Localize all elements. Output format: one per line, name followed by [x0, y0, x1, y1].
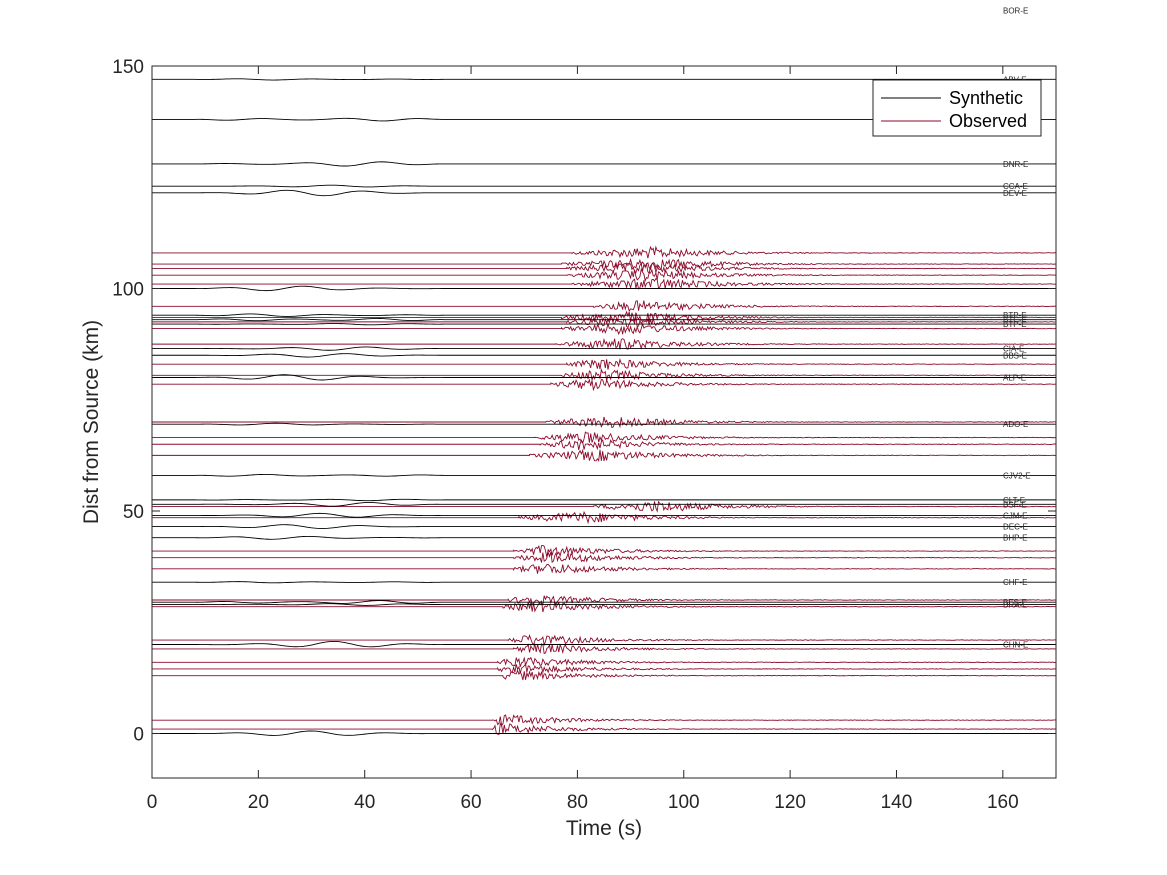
station-label: CJV2-E — [1003, 471, 1031, 480]
x-tick-label: 80 — [567, 792, 588, 813]
observed-trace — [152, 322, 1056, 336]
synthetic-trace — [152, 600, 1056, 604]
synthetic-trace — [152, 535, 1056, 540]
synthetic-trace — [152, 474, 1056, 477]
x-axis: 0 20 40 60 80 100 120 140 160 — [147, 66, 1019, 813]
synthetic-trace — [152, 353, 1056, 358]
observed-trace — [152, 358, 1056, 370]
observed-trace — [152, 669, 1056, 681]
observed-trace — [152, 448, 1056, 462]
x-tick-label: 160 — [987, 792, 1019, 813]
station-label: BTC-E — [1003, 316, 1027, 325]
observed-trace — [152, 563, 1056, 574]
synthetic-trace — [152, 512, 1056, 518]
x-tick-label: 120 — [774, 792, 806, 813]
y-axis-label: Dist from Source (km) — [80, 320, 103, 524]
station-label: BES-E — [1003, 598, 1027, 607]
station-label: BBS-E — [1003, 351, 1027, 360]
synthetic-trace — [152, 498, 1056, 502]
y-tick-label: 100 — [112, 280, 144, 301]
synthetic-trace — [152, 730, 1056, 736]
x-tick-label: 0 — [147, 792, 158, 813]
synthetic-trace — [152, 374, 1056, 381]
y-tick-label: 150 — [112, 57, 144, 78]
axes-box — [151, 65, 1057, 779]
legend[interactable]: Synthetic Observed — [872, 79, 1042, 137]
synthetic-trace — [152, 603, 1056, 606]
observed-trace — [152, 378, 1056, 392]
observed-trace — [152, 316, 1056, 329]
observed-trace — [152, 431, 1056, 444]
x-axis-label: Time (s) — [566, 817, 642, 840]
synthetic-trace — [152, 581, 1056, 584]
station-label: ADO-E — [1003, 420, 1028, 429]
observed-trace — [152, 300, 1056, 313]
observed-trace — [152, 267, 1056, 283]
synthetic-trace — [152, 285, 1056, 292]
station-label: CHN-E — [1003, 641, 1028, 650]
synthetic-trace — [152, 189, 1056, 197]
station-label: BSF-E — [1003, 500, 1027, 509]
station-label: BTP-E — [1003, 320, 1027, 329]
station-label: BTP-E — [1003, 311, 1027, 320]
legend-observed-label: Observed — [949, 111, 1027, 131]
legend-box — [872, 79, 1042, 137]
x-tick-label: 20 — [248, 792, 269, 813]
synthetic-trace — [152, 502, 1056, 507]
station-label: BHP-E — [1003, 534, 1027, 543]
observed-trace — [152, 595, 1056, 606]
observed-trace — [152, 550, 1056, 563]
observed-trace — [152, 416, 1056, 429]
station-label: CHF-E — [1003, 578, 1027, 587]
observed-trace — [152, 663, 1056, 674]
synthetic-trace — [152, 161, 1056, 167]
station-label: CJM-E — [1003, 511, 1027, 520]
station-label: CIA-E — [1003, 345, 1024, 354]
observed-trace — [152, 310, 1056, 323]
synthetic-trace — [152, 422, 1056, 426]
synthetic-trace — [152, 313, 1056, 317]
station-label: BOR-E — [1003, 6, 1028, 15]
x-tick-label: 140 — [881, 792, 913, 813]
observed-trace — [152, 245, 1056, 259]
station-label: ALP-E — [1003, 374, 1026, 383]
observed-trace — [152, 500, 1056, 513]
station-label: DEC-E — [1003, 523, 1028, 532]
station-label: CCA-E — [1003, 182, 1028, 191]
observed-trace — [152, 261, 1056, 275]
observed-trace — [152, 337, 1056, 350]
synthetic-trace — [152, 524, 1056, 529]
observed-trace — [152, 643, 1056, 655]
x-tick-label: 40 — [354, 792, 375, 813]
y-tick-label: 50 — [123, 502, 144, 523]
observed-trace — [152, 439, 1056, 451]
y-tick-label: 0 — [133, 725, 144, 746]
observed-trace — [152, 722, 1056, 735]
synthetic-trace — [152, 640, 1056, 648]
synthetic-trace — [152, 323, 1056, 326]
x-tick-label: 100 — [668, 792, 700, 813]
synthetic-trace — [152, 346, 1056, 351]
observed-trace — [152, 368, 1056, 381]
synthetic-trace — [152, 78, 1056, 81]
traces-layer — [152, 78, 1056, 736]
station-label: DEV-E — [1003, 189, 1027, 198]
legend-synthetic-label: Synthetic — [949, 88, 1023, 108]
y-axis: 0 50 100 150 — [112, 57, 1056, 746]
observed-trace — [152, 510, 1056, 525]
station-label: CLT-E — [1003, 496, 1025, 505]
x-tick-label: 60 — [460, 792, 481, 813]
observed-trace — [152, 600, 1056, 613]
synthetic-trace — [152, 184, 1056, 188]
observed-trace — [152, 656, 1056, 667]
observed-trace — [152, 634, 1056, 647]
station-label: BRA-E — [1003, 600, 1027, 609]
station-labels-layer: BOR-EABV-EDNR-ECCA-EDEV-EBTP-EBTC-EBTP-E… — [1003, 6, 1031, 649]
synthetic-trace — [152, 318, 1056, 322]
observed-trace — [152, 277, 1056, 290]
station-label: DNR-E — [1003, 160, 1028, 169]
observed-trace — [152, 544, 1056, 558]
observed-trace — [152, 714, 1056, 727]
